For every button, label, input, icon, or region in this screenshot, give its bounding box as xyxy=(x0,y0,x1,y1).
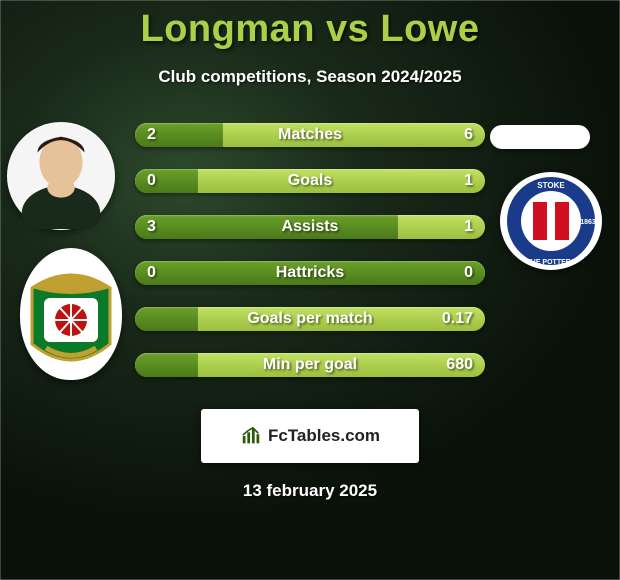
stat-fill xyxy=(135,353,198,377)
stat-fill xyxy=(135,169,198,193)
stat-right-value: 1 xyxy=(464,218,473,236)
stat-row-goals: 0 Goals 1 xyxy=(135,169,485,193)
brand-text: FcTables.com xyxy=(268,426,380,446)
svg-text:THE POTTERS: THE POTTERS xyxy=(526,259,575,266)
page-title: Longman vs Lowe xyxy=(0,8,620,51)
stat-row-matches: 2 Matches 6 xyxy=(135,123,485,147)
club-left-crest xyxy=(20,248,122,380)
card: Longman vs Lowe Club competitions, Seaso… xyxy=(0,0,620,580)
stat-right-value: 0.17 xyxy=(442,310,473,328)
stat-row-min-per-goal: Min per goal 680 xyxy=(135,353,485,377)
stat-fill xyxy=(135,261,485,285)
svg-text:STOKE: STOKE xyxy=(537,181,565,190)
brand-box: FcTables.com xyxy=(201,409,419,463)
stat-right-value: 1 xyxy=(464,172,473,190)
stat-fill xyxy=(135,123,223,147)
stat-right-value: 680 xyxy=(446,356,473,374)
player-left-avatar xyxy=(7,122,115,230)
date-text: 13 february 2025 xyxy=(0,481,620,501)
stats-container: 2 Matches 6 0 Goals 1 3 Assists 1 0 Hatt… xyxy=(135,123,485,377)
stat-right-value: 6 xyxy=(464,126,473,144)
stat-row-goals-per-match: Goals per match 0.17 xyxy=(135,307,485,331)
stat-row-assists: 3 Assists 1 xyxy=(135,215,485,239)
brand-icon xyxy=(240,425,262,447)
stat-row-hattricks: 0 Hattricks 0 xyxy=(135,261,485,285)
subtitle: Club competitions, Season 2024/2025 xyxy=(0,67,620,87)
player-right-avatar xyxy=(490,125,590,149)
stat-fill xyxy=(135,215,398,239)
stat-fill xyxy=(135,307,198,331)
club-right-crest: STOKE THE POTTERS 1863 xyxy=(500,172,602,270)
svg-text:1863: 1863 xyxy=(580,219,596,226)
